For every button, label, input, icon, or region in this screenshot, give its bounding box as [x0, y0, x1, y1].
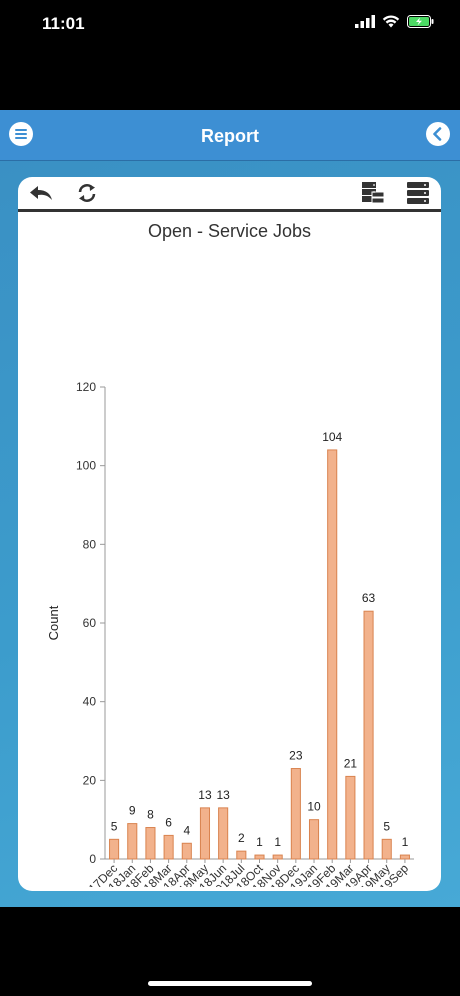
- battery-charging-icon: [407, 15, 434, 28]
- signal-icon: [355, 15, 375, 28]
- bar: [290, 768, 301, 860]
- y-tick-label: 0: [89, 852, 96, 866]
- bar-value-label: 1: [256, 835, 263, 849]
- bar: [163, 834, 174, 860]
- bar: [109, 838, 120, 860]
- bar: [399, 854, 410, 860]
- bar: [272, 854, 283, 860]
- status-icons: [355, 15, 434, 28]
- back-button[interactable]: [426, 122, 450, 146]
- status-time: 11:01: [42, 14, 85, 33]
- bar-value-label: 21: [344, 756, 358, 770]
- y-tick-label: 100: [76, 459, 96, 473]
- app-screen: Report: [0, 110, 460, 907]
- home-indicator: [148, 981, 312, 986]
- y-tick-label: 20: [83, 773, 97, 787]
- bar-value-label: 8: [147, 808, 154, 822]
- refresh-button[interactable]: [73, 181, 101, 205]
- undo-icon: [30, 186, 52, 200]
- menu-button[interactable]: [9, 122, 33, 146]
- bar-value-label: 9: [129, 804, 136, 818]
- bar-value-label: 104: [322, 430, 342, 444]
- bar: [218, 807, 229, 860]
- chevron-left-icon: [433, 127, 442, 141]
- y-tick-label: 80: [83, 537, 97, 551]
- bar-chart: 020406080100120Count52017Dec92018Jan8201…: [46, 380, 414, 887]
- page-title: Report: [201, 126, 259, 146]
- table-view-button[interactable]: [359, 181, 387, 205]
- report-toolbar: [18, 177, 441, 212]
- bar-value-label: 5: [111, 819, 118, 833]
- bar: [199, 807, 211, 860]
- undo-button[interactable]: [27, 181, 55, 205]
- database-icon: [407, 182, 429, 204]
- bar: [327, 449, 338, 860]
- bar-value-label: 13: [216, 788, 230, 802]
- list-view-button[interactable]: [404, 181, 432, 205]
- bar-value-label: 23: [289, 749, 303, 763]
- bar-value-label: 1: [402, 835, 409, 849]
- bar-value-label: 6: [165, 815, 172, 829]
- y-tick-label: 120: [76, 380, 96, 394]
- bar: [345, 775, 356, 860]
- status-bar: 11:01: [0, 0, 460, 50]
- bar-value-label: 4: [183, 823, 190, 837]
- bar-value-label: 1: [274, 835, 281, 849]
- bar: [308, 819, 320, 860]
- bar: [254, 854, 265, 860]
- bar-value-label: 5: [383, 819, 390, 833]
- menu-icon: [15, 129, 27, 139]
- y-tick-label: 60: [83, 616, 97, 630]
- y-tick-label: 40: [83, 695, 97, 709]
- bar: [381, 838, 392, 860]
- bar-value-label: 2: [238, 831, 245, 845]
- bar-value-label: 63: [362, 591, 376, 605]
- bar: [181, 842, 192, 860]
- bar-value-label: 10: [307, 800, 321, 814]
- navbar: Report: [0, 110, 460, 161]
- chart-title: Open - Service Jobs: [147, 221, 312, 241]
- refresh-icon: [78, 184, 96, 202]
- bar-value-label: 13: [198, 788, 212, 802]
- y-axis-label: Count: [46, 605, 61, 640]
- bar: [236, 850, 247, 860]
- bar: [145, 827, 156, 860]
- bar: [127, 823, 138, 860]
- server-list-icon: [362, 182, 385, 204]
- report-card: Open - Service Jobs 0 20 40 60 80 100 120 Count…: [18, 177, 441, 891]
- bar: [363, 610, 374, 860]
- wifi-icon: [382, 15, 400, 28]
